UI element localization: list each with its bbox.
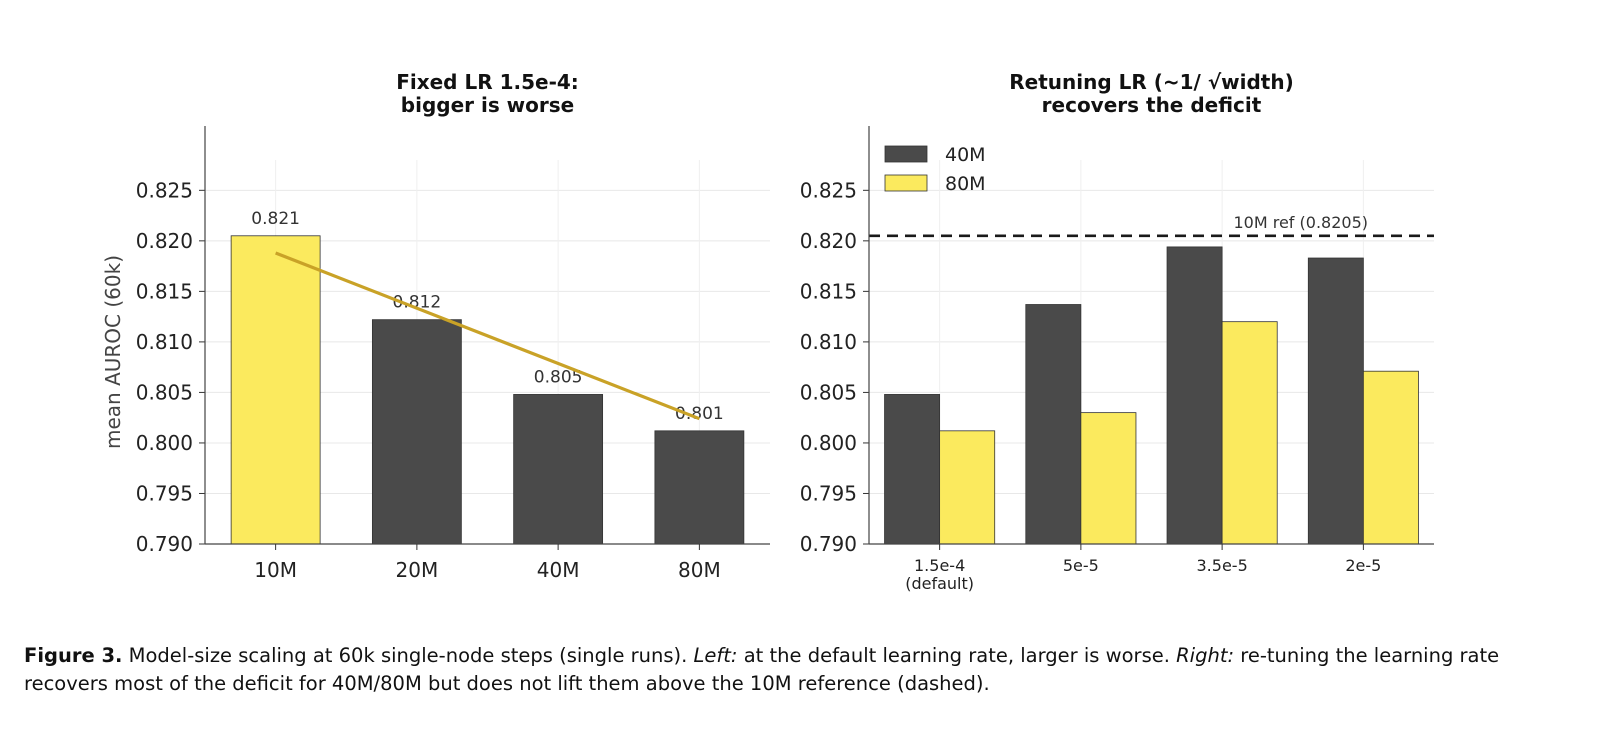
- panel1-title-line: bigger is worse: [401, 93, 574, 117]
- panel2-legend-label-80m: 80M: [945, 173, 986, 195]
- panel1-y-axis-label: mean AUROC (60k): [101, 255, 125, 449]
- panel1-y-tick-label: 0.805: [136, 380, 193, 404]
- panel1-x-tick-label: 80M: [678, 558, 721, 582]
- caption-right-tag: Right:: [1176, 644, 1235, 667]
- panel2-legend-swatch-40m: [884, 145, 928, 163]
- panel1-y-tick-label: 0.795: [136, 481, 193, 505]
- panel2-bar-80m: [939, 430, 996, 545]
- caption-text-3: re-tuning the learning rate recovers mos…: [24, 644, 1500, 695]
- panel2-bar-80m: [1362, 370, 1419, 545]
- panel2-legend-label-40m: 40M: [945, 144, 986, 166]
- panel2-legend-swatch-80m: [884, 174, 928, 192]
- panel2-title-line: Retuning LR (~1/ √width): [1009, 70, 1294, 94]
- panel2-y-tick-label: 0.815: [800, 279, 857, 303]
- panel1-y-tick-label: 0.820: [136, 229, 193, 253]
- panel1-bar: [654, 430, 745, 545]
- panel2-title-line: recovers the deficit: [1042, 93, 1262, 117]
- panel2-bar-80m: [1080, 412, 1137, 545]
- panel1-y-tick-label: 0.790: [136, 532, 193, 556]
- panel1-title-line: Fixed LR 1.5e-4:: [396, 70, 579, 94]
- panel2-y-tick-label: 0.805: [800, 380, 857, 404]
- panel1-x-tick-label: 10M: [254, 558, 297, 582]
- panel2-x-tick-label: 5e-5: [1063, 556, 1099, 575]
- panel2-x-tick-label: 3.5e-5: [1197, 556, 1248, 575]
- panel2-y-tick-label: 0.790: [800, 532, 857, 556]
- panel2-bar-40m: [1166, 246, 1223, 545]
- panel2-y-tick-label: 0.825: [800, 178, 857, 202]
- panel1-x-tick-label: 40M: [537, 558, 580, 582]
- panel1-bar: [230, 235, 321, 545]
- panel1-y-tick-label: 0.810: [136, 330, 193, 354]
- panel2-bar-40m: [1025, 304, 1082, 545]
- panel2-y-tick-label: 0.810: [800, 330, 857, 354]
- panel2-y-tick-label: 0.820: [800, 229, 857, 253]
- panel2-y-tick-label: 0.795: [800, 481, 857, 505]
- panel2-x-tick-label: 1.5e-4: [914, 556, 965, 575]
- panel1-trend-line: [275, 251, 700, 421]
- panel1-data-label: 0.812: [393, 293, 442, 313]
- panel1-y-tick-label: 0.825: [136, 178, 193, 202]
- panel1-bar: [513, 394, 604, 545]
- caption-label: Figure 3.: [24, 644, 123, 667]
- panel1-x-tick-label: 20M: [396, 558, 439, 582]
- panel1-y-tick-label: 0.800: [136, 431, 193, 455]
- panel2-x-tick-label: (default): [905, 574, 974, 593]
- caption-text-2: at the default learning rate, larger is …: [737, 644, 1177, 667]
- panel1-bar: [371, 319, 462, 545]
- panel1-data-label: 0.801: [675, 404, 724, 424]
- panel2-y-tick-label: 0.800: [800, 431, 857, 455]
- panel2-bar-40m: [884, 394, 941, 545]
- figure-3: Fixed LR 1.5e-4:bigger is worse 0.790 0.79…: [101, 70, 1434, 593]
- caption-left-tag: Left:: [693, 644, 738, 667]
- figure-caption: Figure 3. Model-size scaling at 60k sing…: [24, 642, 1584, 698]
- panel1-y-tick-label: 0.815: [136, 279, 193, 303]
- panel1-data-label: 0.821: [251, 209, 300, 229]
- panel2-reference-line-label: 10M ref (0.8205): [1233, 213, 1368, 232]
- panel1-data-label: 0.805: [534, 367, 583, 387]
- caption-text-1: Model-size scaling at 60k single-node st…: [122, 644, 694, 667]
- panel2-bar-40m: [1307, 257, 1364, 545]
- panel2-bar-80m: [1221, 321, 1278, 545]
- panel2-x-tick-label: 2e-5: [1345, 556, 1381, 575]
